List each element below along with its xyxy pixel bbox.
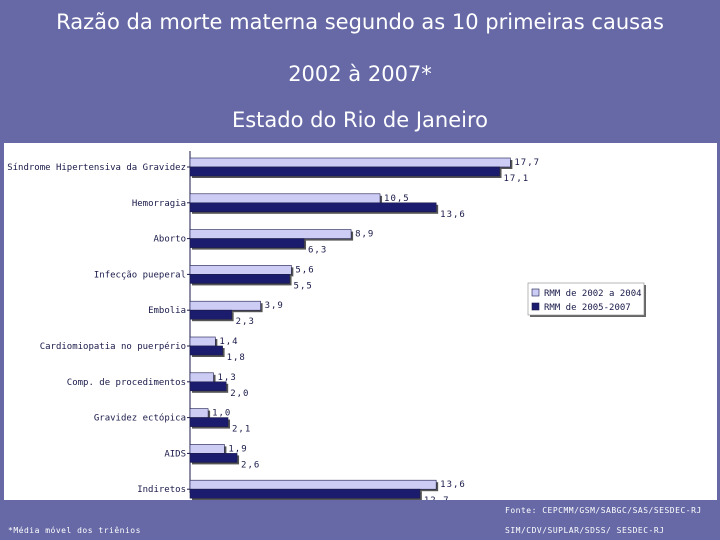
category-label: AIDS (164, 449, 186, 459)
bar (189, 265, 292, 275)
bar (189, 417, 229, 427)
bar (189, 238, 305, 248)
chart-panel: Síndrome Hipertensiva da Gravidez 17,7 17,… (4, 143, 717, 500)
category-label: Gravidez ectópica (94, 413, 186, 424)
chart-title: Razão da morte materna segundo as 10 pri… (56, 10, 664, 34)
bar (189, 229, 352, 239)
category-label: Hemorragia (132, 199, 186, 209)
value-label: 13,6 (440, 210, 466, 220)
category-label: Indiretos (137, 485, 186, 495)
value-label: 2,0 (230, 389, 249, 399)
bar-chart: Síndrome Hipertensiva da Gravidez 17,7 17,… (7, 151, 646, 500)
value-label: 10,5 (384, 194, 410, 204)
bar (189, 408, 209, 418)
value-label: 1,0 (212, 409, 231, 419)
category-label: Aborto (153, 235, 186, 245)
value-label: 13,6 (440, 480, 466, 490)
bar (189, 381, 227, 392)
value-label: 2,3 (236, 317, 255, 327)
bar (189, 345, 223, 356)
category-label: Embolia (148, 306, 186, 316)
source-note-2: SIM/CDV/SUPLAR/SDSS/ SESDEC-RJ (505, 526, 665, 535)
bar (189, 157, 511, 168)
value-label: 17,7 (514, 158, 540, 168)
bar (189, 372, 214, 383)
bar (189, 444, 225, 454)
category-label: Cardiomiopatia no puerpério (40, 341, 186, 352)
bar (189, 166, 500, 177)
chart-period: 2002 à 2007* (288, 62, 432, 86)
source-note: Fonte: CEPCMM/GSM/SABGC/SAS/SESDEC-RJ (505, 506, 702, 515)
category-label: Comp. de procedimentos (67, 378, 186, 388)
bar (189, 193, 381, 204)
category-label: Síndrome Hipertensiva da Gravidez (7, 163, 186, 173)
value-label: 2,1 (232, 425, 251, 435)
bar (189, 309, 232, 320)
bar (189, 300, 261, 311)
value-label: 5,5 (294, 281, 313, 291)
category-label: Infecção pueperal (94, 270, 186, 280)
legend-box (527, 282, 645, 316)
value-label: 17,1 (504, 174, 530, 184)
legend-label: RMM de 2005-2007 (544, 303, 631, 313)
bar (189, 453, 238, 463)
value-label: 8,9 (355, 230, 374, 240)
value-label: 5,6 (295, 265, 314, 275)
value-label: 6,3 (308, 246, 327, 256)
value-label: 12,7 (424, 496, 450, 500)
value-label: 2,6 (241, 460, 260, 470)
bar (189, 479, 437, 490)
bar (189, 336, 216, 347)
legend-swatch (531, 302, 540, 311)
legend-swatch (531, 288, 540, 297)
footnote: *Média móvel dos triênios (8, 526, 141, 535)
value-label: 3,9 (265, 301, 284, 311)
value-label: 1,8 (227, 353, 246, 363)
bar (189, 488, 421, 499)
bar (189, 274, 290, 284)
legend-label: RMM de 2002 a 2004 (544, 289, 642, 299)
chart-region: Estado do Rio de Janeiro (231, 108, 489, 132)
value-label: 1,4 (219, 337, 238, 347)
value-label: 1,9 (228, 444, 247, 454)
bar (189, 202, 437, 213)
value-label: 1,3 (218, 373, 237, 383)
